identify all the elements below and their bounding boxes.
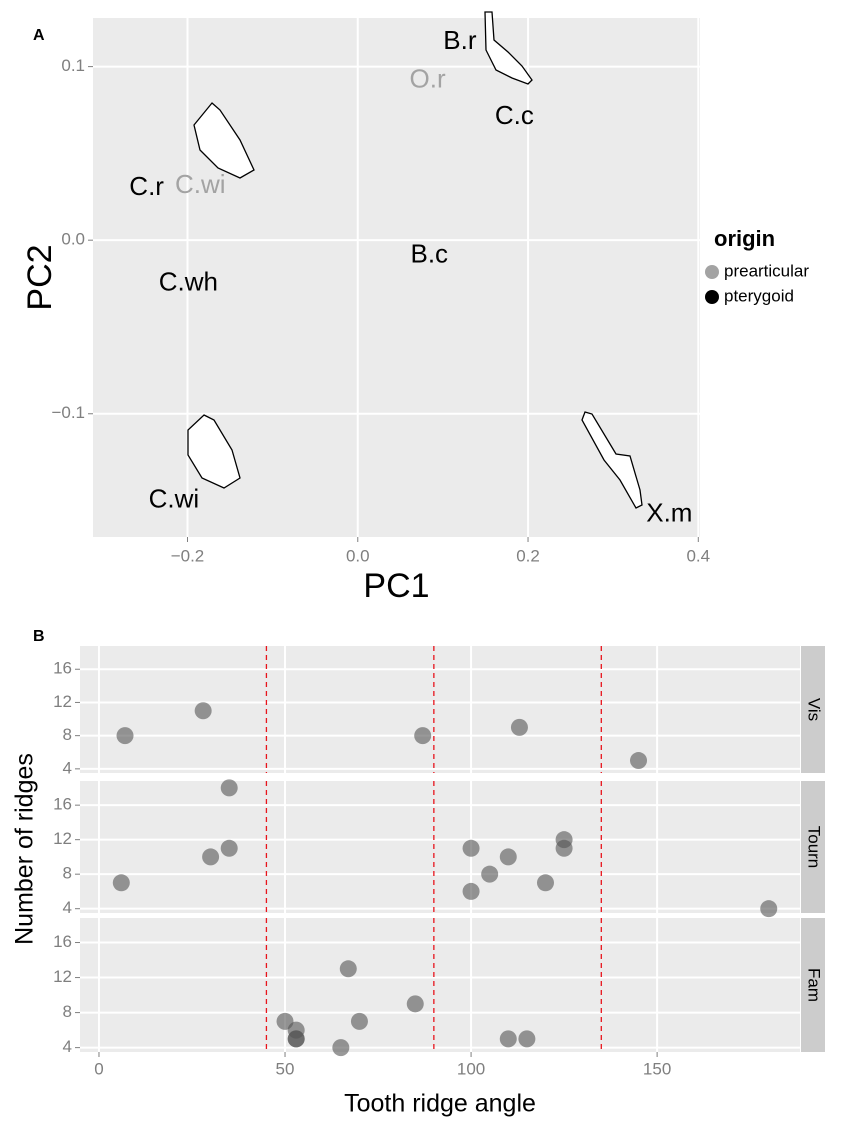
y-tick-label: −0.1	[51, 403, 85, 422]
facet-strip	[801, 646, 825, 773]
point	[332, 1039, 350, 1057]
facet-strip	[801, 781, 825, 913]
decorations	[187, 11, 643, 509]
legend-label: pterygoid	[724, 286, 794, 305]
panel-label: B	[33, 628, 45, 645]
point	[555, 839, 573, 857]
point-label: B.r	[443, 25, 477, 55]
x-tick-label: 0.4	[686, 546, 710, 565]
x-tick-label: 50	[276, 1059, 295, 1078]
point	[462, 839, 480, 857]
facet-strip	[801, 918, 825, 1052]
point-label: C.r	[129, 171, 164, 201]
x-axis-title: PC1	[363, 567, 429, 605]
point	[287, 1030, 305, 1048]
point	[518, 1030, 536, 1048]
y-axis-title: Number of ridges	[11, 753, 39, 945]
tooth-plate-drawing	[581, 411, 643, 509]
point-label: O.r	[410, 63, 446, 93]
x-tick-label: 100	[457, 1059, 485, 1078]
point-label: C.wi	[175, 169, 226, 199]
point-label: C.wi	[149, 483, 200, 513]
point	[406, 995, 424, 1013]
y-tick-label: 12	[53, 967, 72, 986]
facet-label: Vis	[805, 698, 824, 721]
x-tick-label: 0	[94, 1059, 103, 1078]
point	[220, 779, 238, 797]
y-tick-label: 8	[63, 1002, 72, 1021]
point	[630, 752, 648, 770]
y-tick-label: 16	[53, 795, 72, 814]
facet-background	[80, 781, 800, 913]
tooth-plate-drawing	[484, 11, 533, 85]
point-label: X.m	[646, 497, 692, 527]
point	[510, 718, 528, 736]
point	[339, 960, 357, 978]
y-tick-label: 12	[53, 692, 72, 711]
point	[499, 1030, 517, 1048]
y-tick-label: 0.1	[61, 56, 85, 75]
point	[760, 900, 778, 918]
y-tick-label: 16	[53, 659, 72, 678]
y-tick-label: 4	[63, 758, 72, 777]
tooth-plate-drawing	[187, 414, 241, 489]
y-tick-label: 4	[63, 1037, 72, 1056]
point-label: B.c	[410, 239, 448, 269]
point	[414, 727, 432, 745]
y-tick-label: 8	[63, 725, 72, 744]
point	[202, 848, 220, 866]
point	[194, 702, 212, 720]
point-label: C.c	[495, 100, 534, 130]
facet-background	[80, 646, 800, 773]
y-tick-label: 16	[53, 932, 72, 951]
x-tick-label: 0.2	[516, 546, 540, 565]
y-tick-label: 12	[53, 829, 72, 848]
legend-label: prearticular	[724, 261, 809, 280]
legend-swatch	[705, 290, 719, 304]
facet-label: Tourn	[805, 826, 824, 869]
panel-label: A	[33, 27, 45, 44]
x-tick-label: 0.0	[346, 546, 370, 565]
point	[536, 874, 554, 892]
point	[116, 727, 134, 745]
x-tick-label: −0.2	[171, 546, 205, 565]
x-tick-label: 150	[643, 1059, 671, 1078]
point	[499, 848, 517, 866]
y-tick-label: 4	[63, 898, 72, 917]
y-axis-title: PC2	[21, 244, 59, 310]
point	[350, 1012, 368, 1030]
point	[481, 865, 499, 883]
y-tick-label: 8	[63, 864, 72, 883]
legend-swatch	[705, 265, 719, 279]
x-axis-title: Tooth ridge angle	[344, 1090, 536, 1118]
point	[220, 839, 238, 857]
point	[462, 882, 480, 900]
tooth-plate-drawing	[193, 102, 255, 179]
facet-background	[80, 918, 800, 1052]
facet-label: Fam	[805, 968, 824, 1002]
legend-title: origin	[714, 226, 775, 251]
point	[112, 874, 130, 892]
point-label: C.wh	[159, 266, 218, 296]
y-tick-label: 0.0	[61, 230, 85, 249]
